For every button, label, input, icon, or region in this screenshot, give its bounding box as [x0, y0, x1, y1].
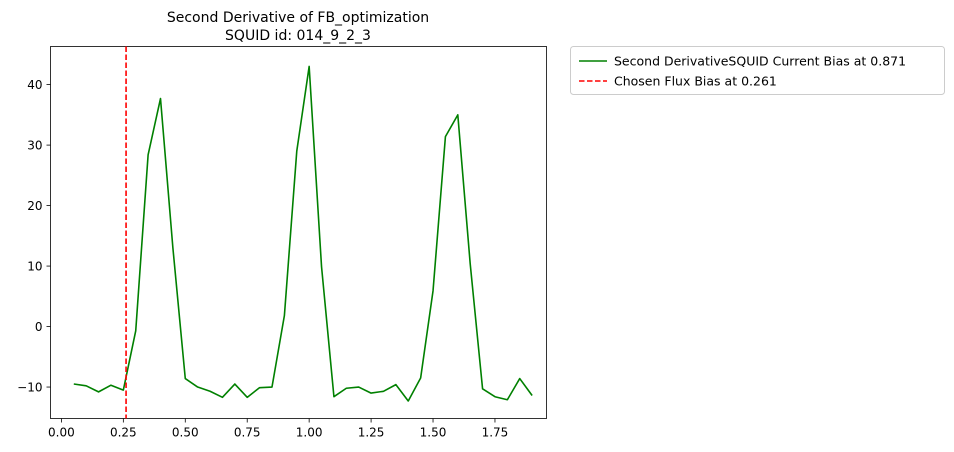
series-layer	[73, 46, 533, 419]
x-tick-label: 1.00	[296, 426, 323, 440]
y-axis: −10 0 10 20 30 40	[17, 78, 51, 395]
y-tick-label: 40	[27, 78, 42, 92]
y-tick-label: −10	[17, 381, 42, 395]
legend-label-flux-bias: Chosen Flux Bias at 0.261	[614, 74, 777, 89]
plot-area: 0.00 0.25 0.50 0.75 1.00 1.25 1.50 1.75 −10 0 10 2…	[17, 46, 547, 440]
y-tick-label: 20	[27, 199, 42, 213]
x-tick-label: 1.50	[420, 426, 447, 440]
x-tick-label: 0.50	[172, 426, 199, 440]
series-line-second-derivative	[73, 65, 533, 402]
y-tick-label: 30	[27, 139, 42, 153]
x-tick-label: 1.75	[482, 426, 509, 440]
legend-frame	[570, 46, 945, 95]
x-tick-label: 0.75	[234, 426, 261, 440]
x-tick-label: 1.25	[358, 426, 385, 440]
x-tick-label: 0.00	[48, 426, 75, 440]
legend-label-second-derivative: Second DerivativeSQUID Current Bias at 0…	[614, 54, 906, 69]
legend: Second DerivativeSQUID Current Bias at 0…	[570, 46, 945, 95]
x-tick-label: 0.25	[110, 426, 137, 440]
x-axis: 0.00 0.25 0.50 0.75 1.00 1.25 1.50 1.75	[48, 418, 509, 440]
y-tick-label: 0	[35, 320, 43, 334]
chart-subtitle: SQUID id: 014_9_2_3	[225, 28, 371, 44]
axes-frame	[50, 46, 547, 419]
y-tick-label: 10	[27, 260, 42, 274]
chart-title: Second Derivative of FB_optimization	[167, 10, 429, 26]
